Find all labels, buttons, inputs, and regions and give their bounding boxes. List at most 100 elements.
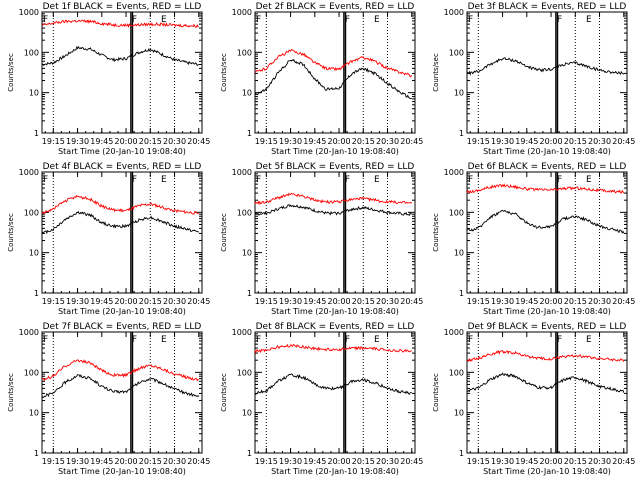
x-tick-label: 20:15 (352, 457, 375, 466)
x-tick-label: 20:00 (540, 457, 563, 466)
events-series-line (466, 209, 625, 234)
y-axis-label: Counts/sec (432, 373, 440, 412)
y-tick-label: 10 (29, 409, 39, 418)
y-tick-label: 1000 (444, 168, 464, 177)
y-axis-label: Counts/sec (7, 53, 15, 92)
flag-label: E (586, 15, 592, 25)
x-tick-label: 20:45 (187, 457, 210, 466)
x-tick-label: 20:00 (328, 137, 351, 146)
chart-title: Det 6f BLACK = Events, RED = LLD (468, 162, 627, 172)
x-tick-label: 19:15 (467, 137, 490, 146)
lld-series-line (41, 359, 200, 382)
y-tick-label: 10 (454, 249, 464, 258)
y-tick-label: 10 (242, 249, 252, 258)
y-tick-label: 1000 (232, 8, 252, 17)
flag-label: F (43, 15, 48, 25)
y-axis-label: Counts/sec (7, 213, 15, 252)
flag-label: F (345, 335, 350, 345)
events-series-line (254, 204, 413, 216)
y-tick-label: 10 (242, 409, 252, 418)
x-tick-label: 19:30 (491, 137, 514, 146)
x-tick-label: 20:15 (564, 297, 587, 306)
flag-label: F (557, 335, 562, 345)
lld-series-line (254, 192, 413, 206)
x-axis-label: Start Time (20-Jan-10 19:08:40) (58, 467, 186, 476)
flag-label: F (345, 175, 350, 185)
x-axis-label: Start Time (20-Jan-10 19:08:40) (483, 147, 611, 156)
events-series-line (254, 58, 413, 100)
y-axis-label: Counts/sec (432, 53, 440, 92)
x-tick-label: 20:15 (564, 457, 587, 466)
y-tick-label: 1 (247, 129, 252, 138)
x-tick-label: 19:45 (90, 457, 113, 466)
detector-chart-1: Det 1f BLACK = Events, RED = LLD Counts/s… (7, 2, 210, 156)
y-tick-label: 100 (24, 208, 39, 217)
x-tick-label: 20:45 (187, 137, 210, 146)
plot-frame (41, 11, 203, 134)
y-axis-label: Counts/sec (220, 213, 228, 252)
x-tick-label: 19:30 (66, 137, 89, 146)
x-tick-label: 20:30 (163, 457, 186, 466)
x-axis-label: Start Time (20-Jan-10 19:08:40) (271, 147, 399, 156)
detector-chart-2: Det 2f BLACK = Events, RED = LLD Counts/s… (220, 2, 423, 156)
x-tick-label: 20:45 (187, 297, 210, 306)
x-tick-label: 20:30 (163, 297, 186, 306)
events-series-line (41, 374, 200, 399)
x-tick-label: 20:30 (588, 297, 611, 306)
flag-label: F (256, 175, 261, 185)
flag-label: E (374, 15, 380, 25)
lld-series-line (41, 194, 199, 215)
x-tick-label: 20:45 (612, 297, 635, 306)
lld-series-line (254, 49, 413, 78)
plot-frame (254, 11, 416, 134)
flag-label: F (468, 175, 473, 185)
flag-label: F (132, 15, 137, 25)
events-series-line (466, 57, 625, 76)
flag-label: F (132, 335, 137, 345)
flag-label: F (256, 15, 261, 25)
flag-label: E (586, 335, 592, 345)
y-tick-label: 10 (242, 89, 252, 98)
x-tick-label: 19:15 (42, 297, 65, 306)
x-tick-label: 19:45 (515, 297, 538, 306)
x-axis-label: Start Time (20-Jan-10 19:08:40) (483, 307, 611, 316)
x-tick-label: 20:30 (588, 457, 611, 466)
plot-frame (41, 171, 203, 294)
x-tick-label: 19:15 (42, 137, 65, 146)
x-tick-label: 19:15 (467, 297, 490, 306)
x-tick-label: 20:15 (139, 457, 162, 466)
x-tick-label: 20:00 (115, 457, 138, 466)
x-tick-label: 19:30 (491, 457, 514, 466)
x-tick-label: 20:30 (376, 137, 399, 146)
x-tick-label: 20:45 (612, 137, 635, 146)
y-tick-label: 1000 (232, 168, 252, 177)
y-tick-label: 10 (29, 249, 39, 258)
chart-title: Det 7f BLACK = Events, RED = LLD (43, 322, 202, 332)
x-tick-label: 20:30 (163, 137, 186, 146)
y-axis-label: Counts/sec (220, 53, 228, 92)
x-tick-label: 19:45 (515, 137, 538, 146)
lld-series-line (254, 343, 412, 354)
x-axis-label: Start Time (20-Jan-10 19:08:40) (483, 467, 611, 476)
x-tick-label: 20:15 (352, 297, 375, 306)
flag-label: E (161, 335, 167, 345)
detector-chart-8: Det 8f BLACK = Events, RED = LLD Counts/s… (220, 322, 423, 476)
x-axis-label: Start Time (20-Jan-10 19:08:40) (58, 307, 186, 316)
plot-frame (254, 171, 416, 294)
detector-chart-5: Det 5f BLACK = Events, RED = LLD Counts/s… (220, 162, 423, 316)
x-axis-label: Start Time (20-Jan-10 19:08:40) (58, 147, 186, 156)
flag-label: E (374, 175, 380, 185)
x-tick-label: 20:00 (328, 457, 351, 466)
flag-label: F (468, 335, 473, 345)
y-tick-label: 1000 (19, 8, 39, 17)
y-tick-label: 1 (247, 289, 252, 298)
x-tick-label: 19:30 (279, 297, 302, 306)
y-tick-label: 1 (459, 289, 464, 298)
plot-frame (466, 331, 628, 454)
plot-frame (466, 171, 628, 294)
y-tick-label: 1 (34, 289, 39, 298)
x-tick-label: 20:30 (588, 137, 611, 146)
detector-chart-3: Det 3f BLACK = Events, RED = LLD Counts/s… (432, 2, 635, 156)
